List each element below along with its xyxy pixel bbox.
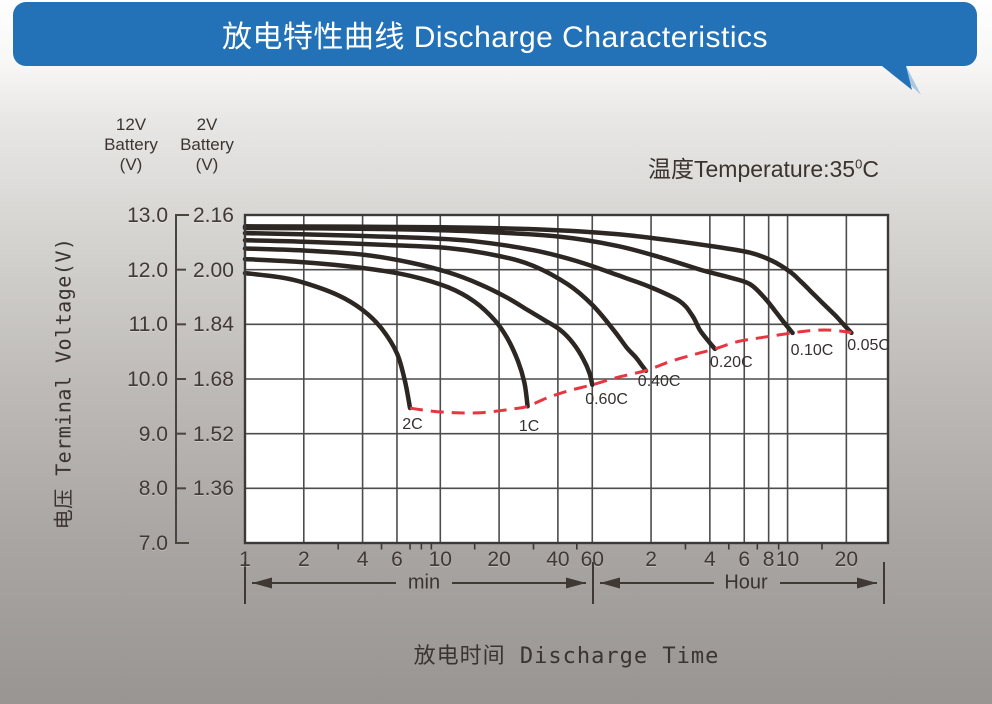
min-unit-label: min <box>407 571 441 594</box>
left-scale-header-line2: Battery <box>104 135 158 154</box>
page-title: 放电特性曲线 Discharge Characteristics <box>221 21 769 54</box>
right-scale-header-line3: (V) <box>195 155 219 174</box>
range-arrow-head <box>600 577 620 589</box>
left-scale-header-line3: (V) <box>119 155 143 174</box>
right-scale-header: 2V Battery (V) <box>152 115 262 175</box>
plot-frame <box>243 213 890 545</box>
right-scale-header-line2: Battery <box>180 135 234 154</box>
curve-0.60C <box>242 246 595 388</box>
curve-0.20C <box>242 230 718 352</box>
temperature-note: 温度Temperature:350C <box>648 150 879 184</box>
range-arrow-head <box>857 577 877 589</box>
banner-tail <box>872 58 921 95</box>
right-scale-header-line1: 2V <box>196 115 218 134</box>
curve-0.05C <box>242 224 854 336</box>
left-scale-header-line1: 12V <box>115 115 147 134</box>
curve-2C <box>242 270 413 411</box>
header-banner: 放电特性曲线 Discharge Characteristics <box>13 2 977 66</box>
curve-0.10C <box>242 225 795 336</box>
curve-1C <box>242 256 530 409</box>
range-arrow-head <box>252 577 272 589</box>
cutoff-voltage-line <box>409 328 852 415</box>
temperature-value: 35 <box>829 156 856 182</box>
curve-0.40C <box>242 238 649 374</box>
hour-unit-label: Hour <box>724 571 768 594</box>
temperature-label: 温度Temperature: <box>648 156 830 182</box>
range-arrow-head <box>566 577 586 589</box>
left-scale-header: 12V Battery (V) <box>76 115 186 175</box>
temperature-degree: 0 <box>855 156 863 172</box>
banner-tail-shape <box>872 58 912 90</box>
temperature-unit: C <box>862 156 879 182</box>
x-axis-title: 放电时间 Discharge Time <box>413 644 720 669</box>
